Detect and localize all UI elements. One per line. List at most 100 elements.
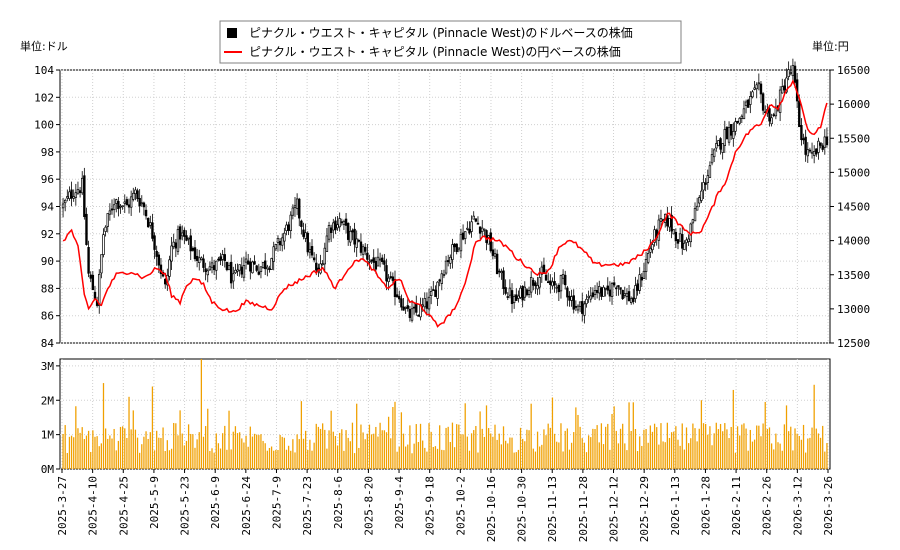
volume-bar — [717, 429, 720, 469]
volume-bar — [111, 438, 113, 469]
volume-bar — [515, 452, 517, 469]
candle-body — [81, 177, 84, 194]
volume-bar — [592, 428, 594, 469]
volume-bar — [722, 431, 724, 469]
candle-body — [619, 287, 622, 290]
volume-bar — [334, 436, 337, 469]
x-axis-ticks: 2025-3-27 2025-4-10 2025-4-25 2025-5-9 2025-… — [56, 469, 835, 542]
volume-bar — [209, 451, 211, 469]
volume-bar — [292, 439, 294, 469]
volume-bar — [160, 438, 162, 469]
candle-body — [802, 138, 805, 141]
volume-bar — [822, 425, 824, 469]
candle-body — [149, 222, 152, 226]
candle-body — [72, 196, 75, 199]
volume-bar — [517, 449, 520, 469]
candle-body — [266, 266, 269, 270]
candle-body — [485, 230, 488, 243]
volume-bar — [170, 448, 173, 469]
volume-bar — [645, 429, 647, 469]
candle-body — [187, 237, 190, 240]
volume-bar — [264, 443, 266, 469]
volume-bar — [700, 400, 703, 469]
volume-bar — [726, 429, 728, 469]
volume-bar — [673, 431, 675, 469]
candle-body — [621, 289, 624, 299]
volume-bar — [543, 429, 545, 469]
volume-bar — [475, 426, 477, 469]
right-tick-label: 15500 — [837, 132, 870, 145]
candle-body — [727, 127, 731, 143]
candle-body — [253, 261, 256, 265]
volume-bar — [428, 423, 430, 469]
candle-body — [525, 289, 529, 296]
volume-bar — [81, 427, 83, 469]
volume-bar — [390, 438, 392, 469]
candle-body — [504, 287, 507, 294]
candle-body — [138, 197, 141, 207]
volume-bar — [615, 430, 617, 469]
volume-bar — [705, 423, 707, 469]
volume-bar — [336, 445, 339, 469]
candle-body — [257, 271, 261, 275]
candle-body — [236, 269, 239, 272]
candle-body — [100, 254, 103, 274]
candle-body — [500, 271, 503, 274]
volume-bar — [128, 396, 130, 469]
candle-body — [783, 85, 786, 91]
candle-body — [123, 201, 126, 204]
volume-bar — [530, 403, 532, 469]
right-axis-ticks: 12500 13000 13500 14000 14500 15000 15500 16000… — [830, 64, 870, 350]
candle-body — [66, 196, 69, 199]
volume-bar — [622, 423, 624, 469]
candle-body — [740, 115, 744, 119]
candle-body — [598, 286, 601, 294]
candle-body — [378, 258, 382, 261]
volume-bar — [279, 434, 281, 469]
candle-body — [453, 243, 456, 248]
volume-bar — [734, 452, 737, 469]
candle-body — [546, 281, 550, 283]
volume-bar — [756, 425, 758, 469]
volume-bar — [392, 407, 394, 469]
volume-bar — [253, 433, 256, 469]
candle-body — [227, 265, 231, 271]
volume-bar — [328, 430, 330, 469]
candle-body — [498, 270, 501, 273]
candle-body — [600, 287, 603, 297]
candle-body — [736, 120, 739, 123]
candle-body — [678, 233, 682, 242]
left-tick-label: 94 — [41, 201, 55, 214]
volume-bar — [641, 445, 643, 469]
volume-bar — [456, 424, 458, 469]
right-tick-label: 12500 — [837, 337, 870, 350]
volume-bar — [568, 449, 571, 469]
volume-bar — [494, 424, 496, 469]
candle-body — [442, 273, 446, 277]
volume-bar — [64, 425, 66, 469]
volume-bar — [415, 424, 417, 469]
candle-body — [89, 274, 92, 279]
x-tick-label: 2025-11-28 — [577, 476, 590, 542]
candle-body — [781, 86, 784, 94]
candle-body — [687, 238, 690, 242]
volume-bar — [477, 452, 479, 469]
volume-bar — [356, 403, 358, 469]
candle-body — [132, 192, 135, 200]
volume-bar — [166, 440, 168, 469]
volume-bar — [783, 424, 786, 469]
volume-bar — [177, 435, 179, 469]
x-tick-label: 2025-10-30 — [516, 476, 529, 542]
candle-body — [268, 268, 271, 271]
volume-bar — [573, 432, 575, 469]
candle-body — [174, 242, 178, 249]
candle-body — [436, 281, 439, 299]
volume-bar — [579, 426, 581, 469]
candle-body — [108, 210, 112, 215]
volume-bar — [409, 425, 411, 469]
candle-body — [153, 235, 156, 250]
right-tick-label: 14500 — [837, 201, 870, 214]
volume-bar — [462, 434, 464, 469]
volume-bar — [124, 428, 126, 469]
volume-bar — [492, 436, 494, 469]
